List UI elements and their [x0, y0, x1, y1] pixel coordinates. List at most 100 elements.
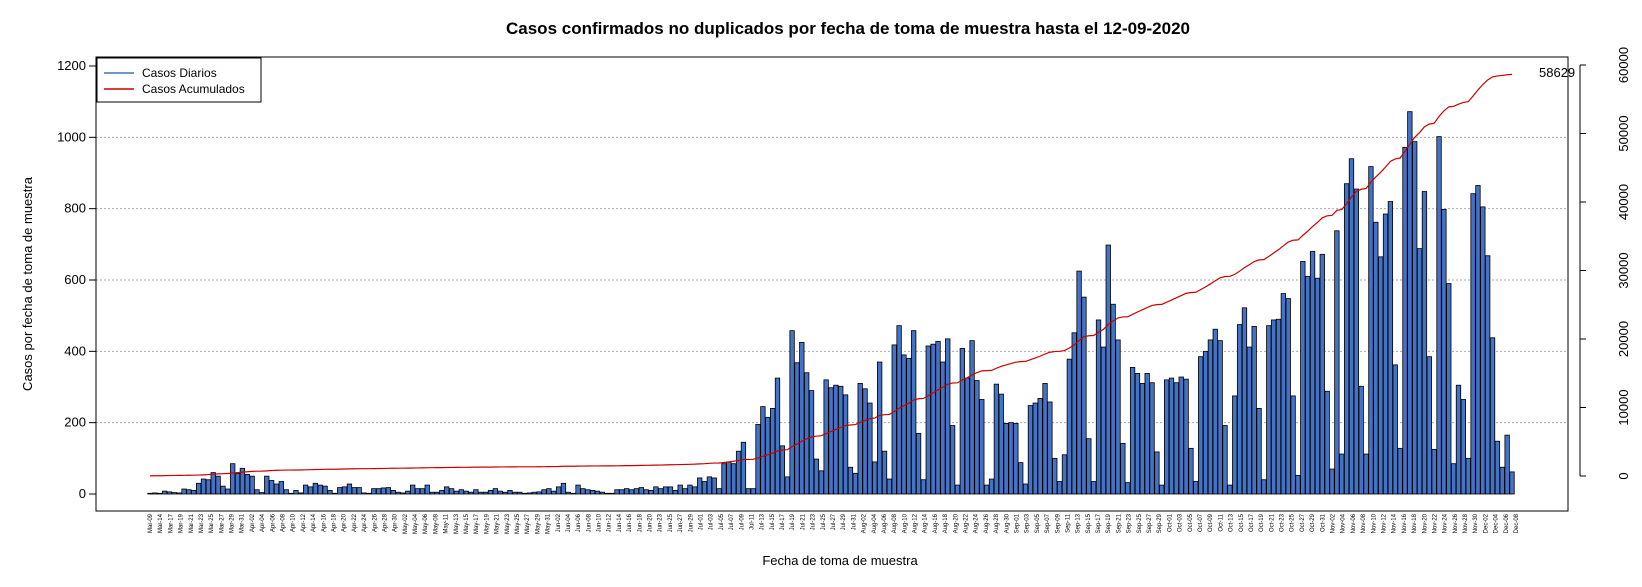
x-tick-label: Dec-02	[1483, 513, 1489, 533]
bar	[332, 492, 338, 495]
x-tick-label: Aug-24	[974, 513, 980, 533]
y-tick-label: 200	[64, 415, 86, 430]
x-tick-label: Mar-14	[158, 513, 164, 533]
bar	[1485, 255, 1491, 495]
x-tick-label: May-11	[444, 513, 450, 533]
bar	[186, 489, 192, 495]
bar	[808, 390, 815, 495]
x-tick-label: Jun-14	[617, 513, 623, 532]
bar	[1013, 422, 1019, 495]
bar	[317, 484, 323, 495]
x-tick-label: Oct-07	[1198, 513, 1204, 532]
bar	[1329, 468, 1335, 495]
bar	[205, 479, 212, 495]
bar	[419, 488, 426, 495]
bar	[1251, 325, 1257, 495]
daily-bars	[147, 111, 1515, 495]
x-tick-label: Nov-04	[1341, 513, 1347, 533]
bar	[1290, 395, 1296, 495]
bar	[497, 490, 503, 495]
bar	[1120, 442, 1126, 495]
bar	[380, 487, 387, 495]
bar	[974, 380, 980, 495]
x-tick-label: Mar-19	[179, 513, 185, 533]
x-tick-label: Aug-08	[892, 513, 898, 533]
x-tick-label: Jun-27	[678, 513, 684, 532]
bar	[473, 489, 479, 495]
bar	[1018, 462, 1024, 495]
bar	[1163, 379, 1170, 495]
x-tick-label: Nov-26	[1453, 513, 1459, 533]
x-tick-label: Aug-02	[862, 513, 868, 533]
bar	[196, 482, 202, 495]
bar	[828, 387, 834, 495]
x-tick-label: Jun-04	[566, 513, 572, 532]
x-tick-label: Apr-06	[270, 513, 276, 532]
x-tick-label: Mar-29	[230, 513, 236, 533]
bar	[1314, 277, 1321, 495]
x-tick-label: Aug-22	[964, 513, 970, 533]
bar	[721, 463, 727, 495]
bar	[157, 492, 163, 495]
bar	[979, 399, 985, 495]
bar	[1319, 253, 1325, 495]
series-line-casos-acumulados	[149, 73, 1513, 477]
chart-title: Casos confirmados no duplicados por fech…	[506, 19, 1190, 38]
bar	[1416, 248, 1423, 495]
bar	[1144, 373, 1150, 495]
bar	[949, 425, 956, 495]
bar	[648, 490, 654, 495]
bar	[954, 484, 961, 495]
x-tick-label: Oct-15	[1239, 513, 1245, 532]
bar	[565, 491, 571, 495]
x-tick-label: Oct-17	[1249, 513, 1255, 532]
bar	[1188, 447, 1194, 495]
x-tick-label: Mar-17	[168, 513, 174, 533]
bar	[371, 488, 377, 495]
x-tick-label: Apr-12	[301, 513, 307, 532]
bar	[478, 491, 484, 495]
bar	[1450, 463, 1457, 495]
bar	[1295, 475, 1301, 495]
x-tick-label: Oct-05	[1188, 513, 1194, 532]
y2-tick-label: 50000	[1616, 115, 1631, 151]
bar	[303, 484, 309, 495]
bar	[361, 492, 367, 495]
bar	[541, 489, 547, 495]
bar	[458, 489, 464, 495]
x-tick-label: Jun-25	[668, 513, 674, 532]
bar	[1373, 221, 1379, 495]
legend: Casos Diarios Casos Acumulados	[96, 57, 262, 103]
bar	[624, 488, 630, 495]
bar	[1392, 364, 1398, 495]
bar	[1027, 405, 1034, 495]
bar	[658, 488, 664, 495]
bar	[915, 432, 922, 495]
bar	[1173, 382, 1180, 495]
x-tick-label: Jun-02	[556, 513, 562, 532]
bar	[1480, 206, 1486, 495]
bar	[259, 492, 265, 495]
bar	[181, 488, 187, 495]
bar	[701, 481, 708, 495]
bar	[687, 484, 693, 495]
bar	[653, 486, 659, 495]
bar	[1056, 481, 1063, 495]
bar	[633, 488, 640, 495]
legend-box	[96, 57, 262, 103]
bar	[1105, 244, 1111, 495]
x-tick-label: Apr-24	[362, 513, 368, 532]
bar	[424, 484, 430, 495]
x-tick-label: Aug-20	[953, 513, 959, 533]
bar	[200, 478, 207, 495]
bar	[920, 479, 927, 495]
y-axis-label: Casos por fecha de toma de muestra	[20, 176, 35, 391]
bar	[1193, 481, 1199, 495]
bar	[1256, 407, 1262, 495]
bar	[1358, 385, 1364, 495]
bar	[288, 492, 294, 495]
bar	[1100, 346, 1107, 495]
x-tick-label: Nov-16	[1402, 513, 1408, 533]
x-tick-label: Jul-03	[709, 513, 715, 530]
